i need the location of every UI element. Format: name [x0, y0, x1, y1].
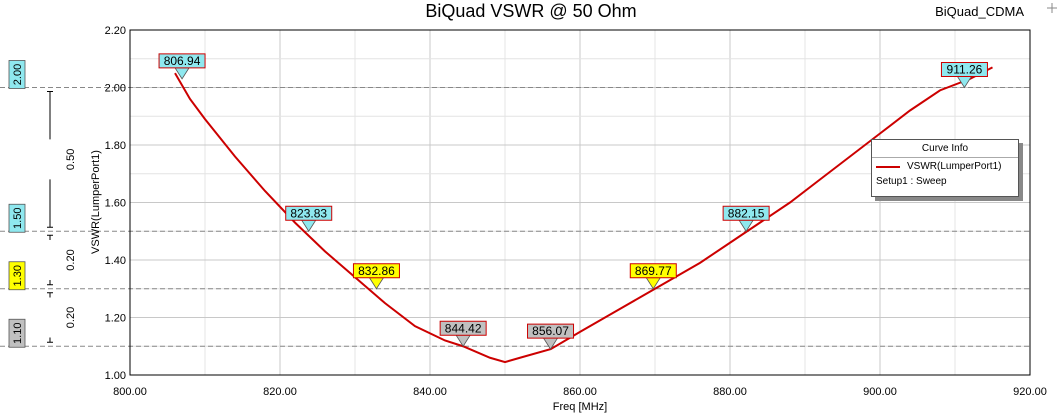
reference-badge — [8, 318, 26, 348]
y-tick-label: 2.00 — [105, 83, 126, 95]
marker-box[interactable] — [527, 323, 575, 339]
marker-box[interactable] — [940, 62, 988, 77]
marker-box[interactable] — [285, 205, 333, 221]
delta-label: 0.20 — [65, 307, 77, 328]
project-name: BiQuad_CDMA — [935, 4, 1024, 19]
reference-badge-label: 1.30 — [12, 265, 24, 286]
delta-label: 0.20 — [65, 249, 77, 270]
y-tick-label: 1.80 — [105, 140, 126, 152]
tick-labels: 800.00 820.00 840.00 860.00 880.00 900.00 920.… — [105, 25, 1047, 398]
y-tick-label: 1.20 — [105, 313, 126, 325]
corner-mark-icon — [1047, 3, 1057, 13]
legend-series-label: VSWR(LumperPort1) — [907, 161, 1002, 172]
reference-badge-label: 1.10 — [12, 323, 24, 344]
y-tick-label: 1.00 — [105, 370, 126, 382]
marker-label: 869.77 — [635, 264, 672, 278]
reference-badge-label: 1.50 — [12, 208, 24, 229]
chart-title: BiQuad VSWR @ 50 Ohm — [425, 1, 637, 21]
reference-badge-label: 2.00 — [12, 64, 24, 85]
marker-label: 844.42 — [445, 321, 482, 335]
legend-source-label: Setup1 : Sweep — [876, 176, 947, 187]
x-tick-label: 860.00 — [563, 386, 597, 398]
marker-box[interactable] — [722, 205, 770, 221]
x-tick-label: 920.00 — [1013, 386, 1047, 398]
markers: 806.94 823.83 832.86 844.42 856.07 869.77 882.… — [158, 53, 988, 350]
marker-box[interactable] — [629, 263, 677, 279]
marker-label: 856.07 — [532, 324, 569, 338]
marker-pointer — [300, 219, 317, 232]
x-tick-label: 800.00 — [113, 386, 147, 398]
marker-label: 832.86 — [358, 264, 395, 278]
delta-label: 0.50 — [65, 149, 77, 170]
reference-badge — [8, 60, 26, 89]
marker-box[interactable] — [158, 53, 206, 69]
marker-label: 806.94 — [164, 54, 201, 68]
marker-label: 823.83 — [290, 206, 327, 220]
y-tick-label: 1.40 — [105, 255, 126, 267]
marker-label: 882.15 — [728, 206, 765, 220]
plot-frame — [129, 29, 1031, 376]
reference-badge — [8, 203, 26, 233]
x-tick-label: 820.00 — [263, 386, 297, 398]
marker-box[interactable] — [439, 320, 487, 336]
legend-title: Curve Info — [872, 140, 1018, 158]
reference-side-labels: 2.00 1.50 1.30 1.10 0.50 0.20 0.20 — [8, 60, 77, 348]
x-axis-title: Freq [MHz] — [553, 401, 607, 413]
x-tick-label: 840.00 — [413, 386, 447, 398]
y-axis-title: VSWR(LumperPort1) — [90, 150, 102, 254]
reference-lines — [0, 87, 1030, 347]
legend-swatch — [876, 166, 900, 168]
y-tick-label: 1.60 — [105, 198, 126, 210]
marker-label: 911.26 — [947, 63, 983, 77]
marker-pointer — [368, 277, 385, 290]
x-tick-label: 880.00 — [713, 386, 747, 398]
marker-box[interactable] — [352, 263, 400, 279]
curve-info-legend[interactable]: Curve Info VSWR(LumperPort1) Setup1 : Sw… — [871, 139, 1019, 197]
x-tick-label: 900.00 — [863, 386, 897, 398]
legend-entry: VSWR(LumperPort1) — [872, 158, 1018, 174]
grid — [129, 29, 1031, 376]
y-tick-label: 2.20 — [105, 25, 126, 37]
reference-badge — [8, 261, 26, 291]
